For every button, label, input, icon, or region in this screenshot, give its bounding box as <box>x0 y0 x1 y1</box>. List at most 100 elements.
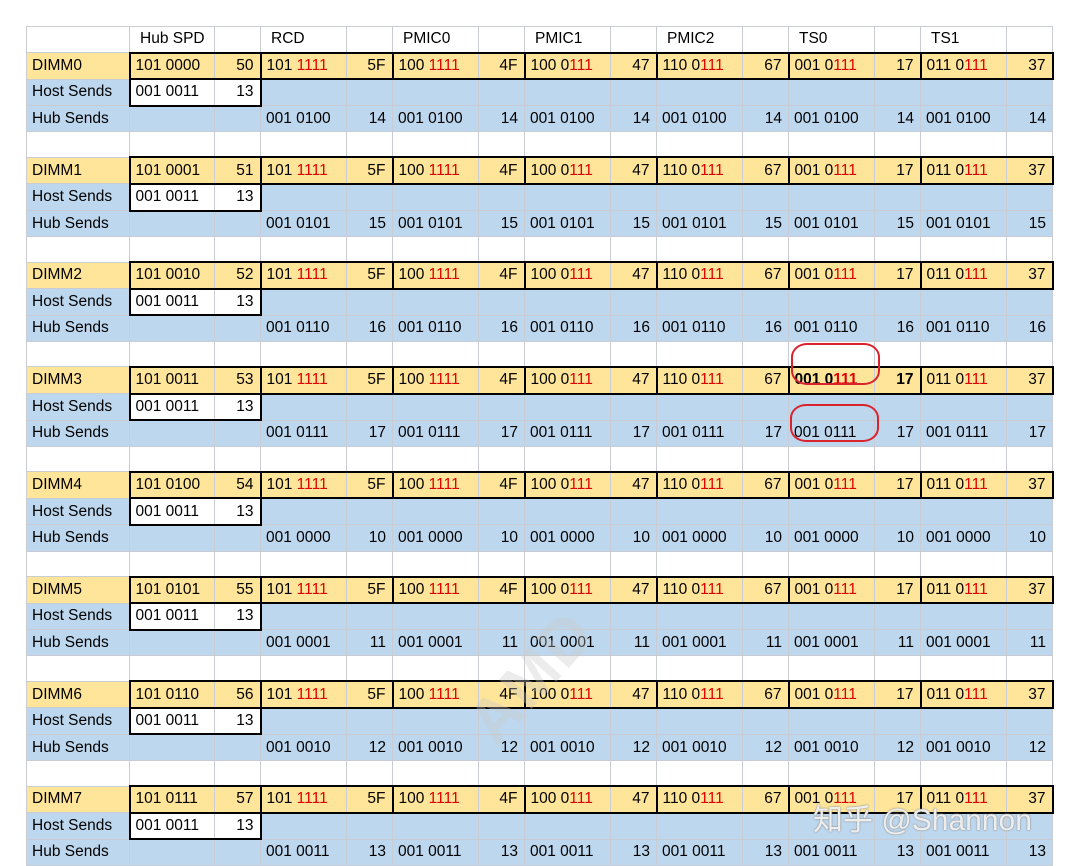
spacer-row <box>26 760 1053 787</box>
row-label: Hub Sends <box>26 838 130 866</box>
empty-cell <box>478 288 525 316</box>
dimm-address-cell: 011 0111 <box>919 156 1007 185</box>
empty-cell <box>610 497 657 526</box>
empty-cell <box>610 131 657 158</box>
empty-cell <box>920 78 1007 107</box>
empty-cell <box>129 105 215 133</box>
address-red-bits: 111 <box>964 56 988 74</box>
address-cell: 001 0101 <box>656 210 743 238</box>
address-prefix: 001 0 <box>794 580 834 598</box>
row-label: Hub Sends <box>26 105 130 133</box>
empty-cell <box>788 236 875 263</box>
hex-cell: 10 <box>478 524 525 552</box>
dimm-address-cell: 100 1111 <box>391 261 479 290</box>
hex-cell: 16 <box>346 314 393 342</box>
dimm-row: DIMM1 101 0001 51 101 1111 5F 100 1111 4F 100 0… <box>26 156 1054 185</box>
dimm-address-cell: 110 0111 <box>655 261 743 290</box>
hex-cell: 14 <box>742 105 789 133</box>
address-prefix: 100 0 <box>530 161 570 179</box>
empty-cell <box>656 550 743 577</box>
address-cell: 001 0100 <box>656 105 743 133</box>
address-prefix: 110 0 <box>662 161 701 179</box>
address-red-bits: 1111 <box>296 266 328 284</box>
address-cell: 001 0001 <box>656 629 743 657</box>
empty-cell <box>610 760 657 787</box>
empty-cell <box>656 183 743 212</box>
address-prefix: 100 0 <box>530 580 570 598</box>
dimm-address-cell: 100 0111 <box>523 785 611 814</box>
address-red-bits: 111 <box>700 685 724 703</box>
row-label: Host Sends <box>26 497 130 526</box>
empty-cell <box>656 78 743 107</box>
address-red-bits: 111 <box>569 685 593 703</box>
empty-cell <box>524 236 611 263</box>
address-red-bits: 1111 <box>296 371 328 389</box>
row-label: Host Sends <box>26 78 130 107</box>
hex-cell: 10 <box>610 524 657 552</box>
empty-cell <box>656 812 743 840</box>
empty-cell <box>656 497 743 526</box>
empty-cell <box>656 131 743 158</box>
empty-cell <box>920 445 1007 473</box>
hex-cell: 11 <box>742 629 789 657</box>
empty-cell <box>788 602 875 631</box>
dimm-address-cell: 110 0111 <box>655 785 743 814</box>
dimm-address-cell: 100 0111 <box>523 575 611 605</box>
hub-sends-row: Hub Sends 001 0000 10 001 0000 10 001 0000 10 0… <box>26 524 1053 552</box>
hex-cell: 37 <box>1006 575 1054 605</box>
dimm-address-cell: 110 0111 <box>655 680 743 709</box>
hex-cell: 15 <box>478 210 525 238</box>
empty-cell <box>610 78 657 107</box>
address-cell: 001 0001 <box>260 629 347 657</box>
empty-cell <box>346 812 393 840</box>
dimm-address-cell: 001 0111 <box>787 785 875 814</box>
hex-cell: 17 <box>874 575 922 605</box>
hex-cell: 13 <box>1006 838 1053 866</box>
address-red-bits: 111 <box>833 685 857 703</box>
empty-cell <box>1006 78 1053 107</box>
address-prefix: 110 0 <box>662 685 701 703</box>
address-red-bits: 111 <box>569 266 593 284</box>
empty-cell <box>524 655 611 682</box>
empty-cell <box>656 602 743 631</box>
empty-cell <box>346 183 393 212</box>
empty-cell <box>920 340 1007 368</box>
address-prefix: 011 0 <box>926 685 965 703</box>
empty-cell <box>524 131 611 158</box>
dimm-address-cell: 011 0111 <box>919 785 1007 814</box>
hex-cell: 12 <box>1006 733 1053 762</box>
empty-cell <box>920 655 1007 682</box>
address-cell: 001 0011 <box>128 602 215 631</box>
address-cell: 001 0111 <box>260 419 347 447</box>
empty-cell <box>1006 760 1053 787</box>
address-red-bits: 1111 <box>296 161 328 179</box>
address-cell: 001 0000 <box>656 524 743 552</box>
address-cell: 101 0010 <box>128 261 215 290</box>
empty-cell <box>788 497 875 526</box>
empty-cell <box>260 78 347 107</box>
dimm-row: DIMM7 101 0111 57 101 1111 5F 100 1111 4F 100 0… <box>26 785 1054 814</box>
hex-cell: 67 <box>742 470 790 500</box>
empty-cell <box>214 105 261 133</box>
empty-cell <box>478 393 525 421</box>
dimm-address-cell: 011 0111 <box>919 261 1007 290</box>
dimm-row: DIMM0 101 0000 50 101 1111 5F 100 1111 4F 100 0… <box>26 51 1054 81</box>
empty-cell <box>788 340 875 368</box>
empty-cell <box>874 707 921 735</box>
empty-cell <box>392 183 479 212</box>
dimm-address-cell: 011 0111 <box>919 470 1007 500</box>
empty-cell <box>1006 288 1053 316</box>
address-cell: 001 0011 <box>128 393 215 422</box>
empty-cell <box>346 131 393 158</box>
address-cell: 001 0100 <box>920 105 1007 133</box>
empty-cell <box>478 550 525 577</box>
dimm-label: DIMM0 <box>26 52 130 80</box>
hex-cell: 4F <box>478 261 526 290</box>
empty-cell <box>742 340 789 368</box>
empty-cell <box>346 236 393 263</box>
empty-cell <box>214 445 261 473</box>
address-prefix: 011 0 <box>926 580 965 598</box>
hex-cell: 37 <box>1006 365 1054 395</box>
hex-cell: 16 <box>478 314 525 342</box>
address-cell: 101 0110 <box>128 680 215 709</box>
